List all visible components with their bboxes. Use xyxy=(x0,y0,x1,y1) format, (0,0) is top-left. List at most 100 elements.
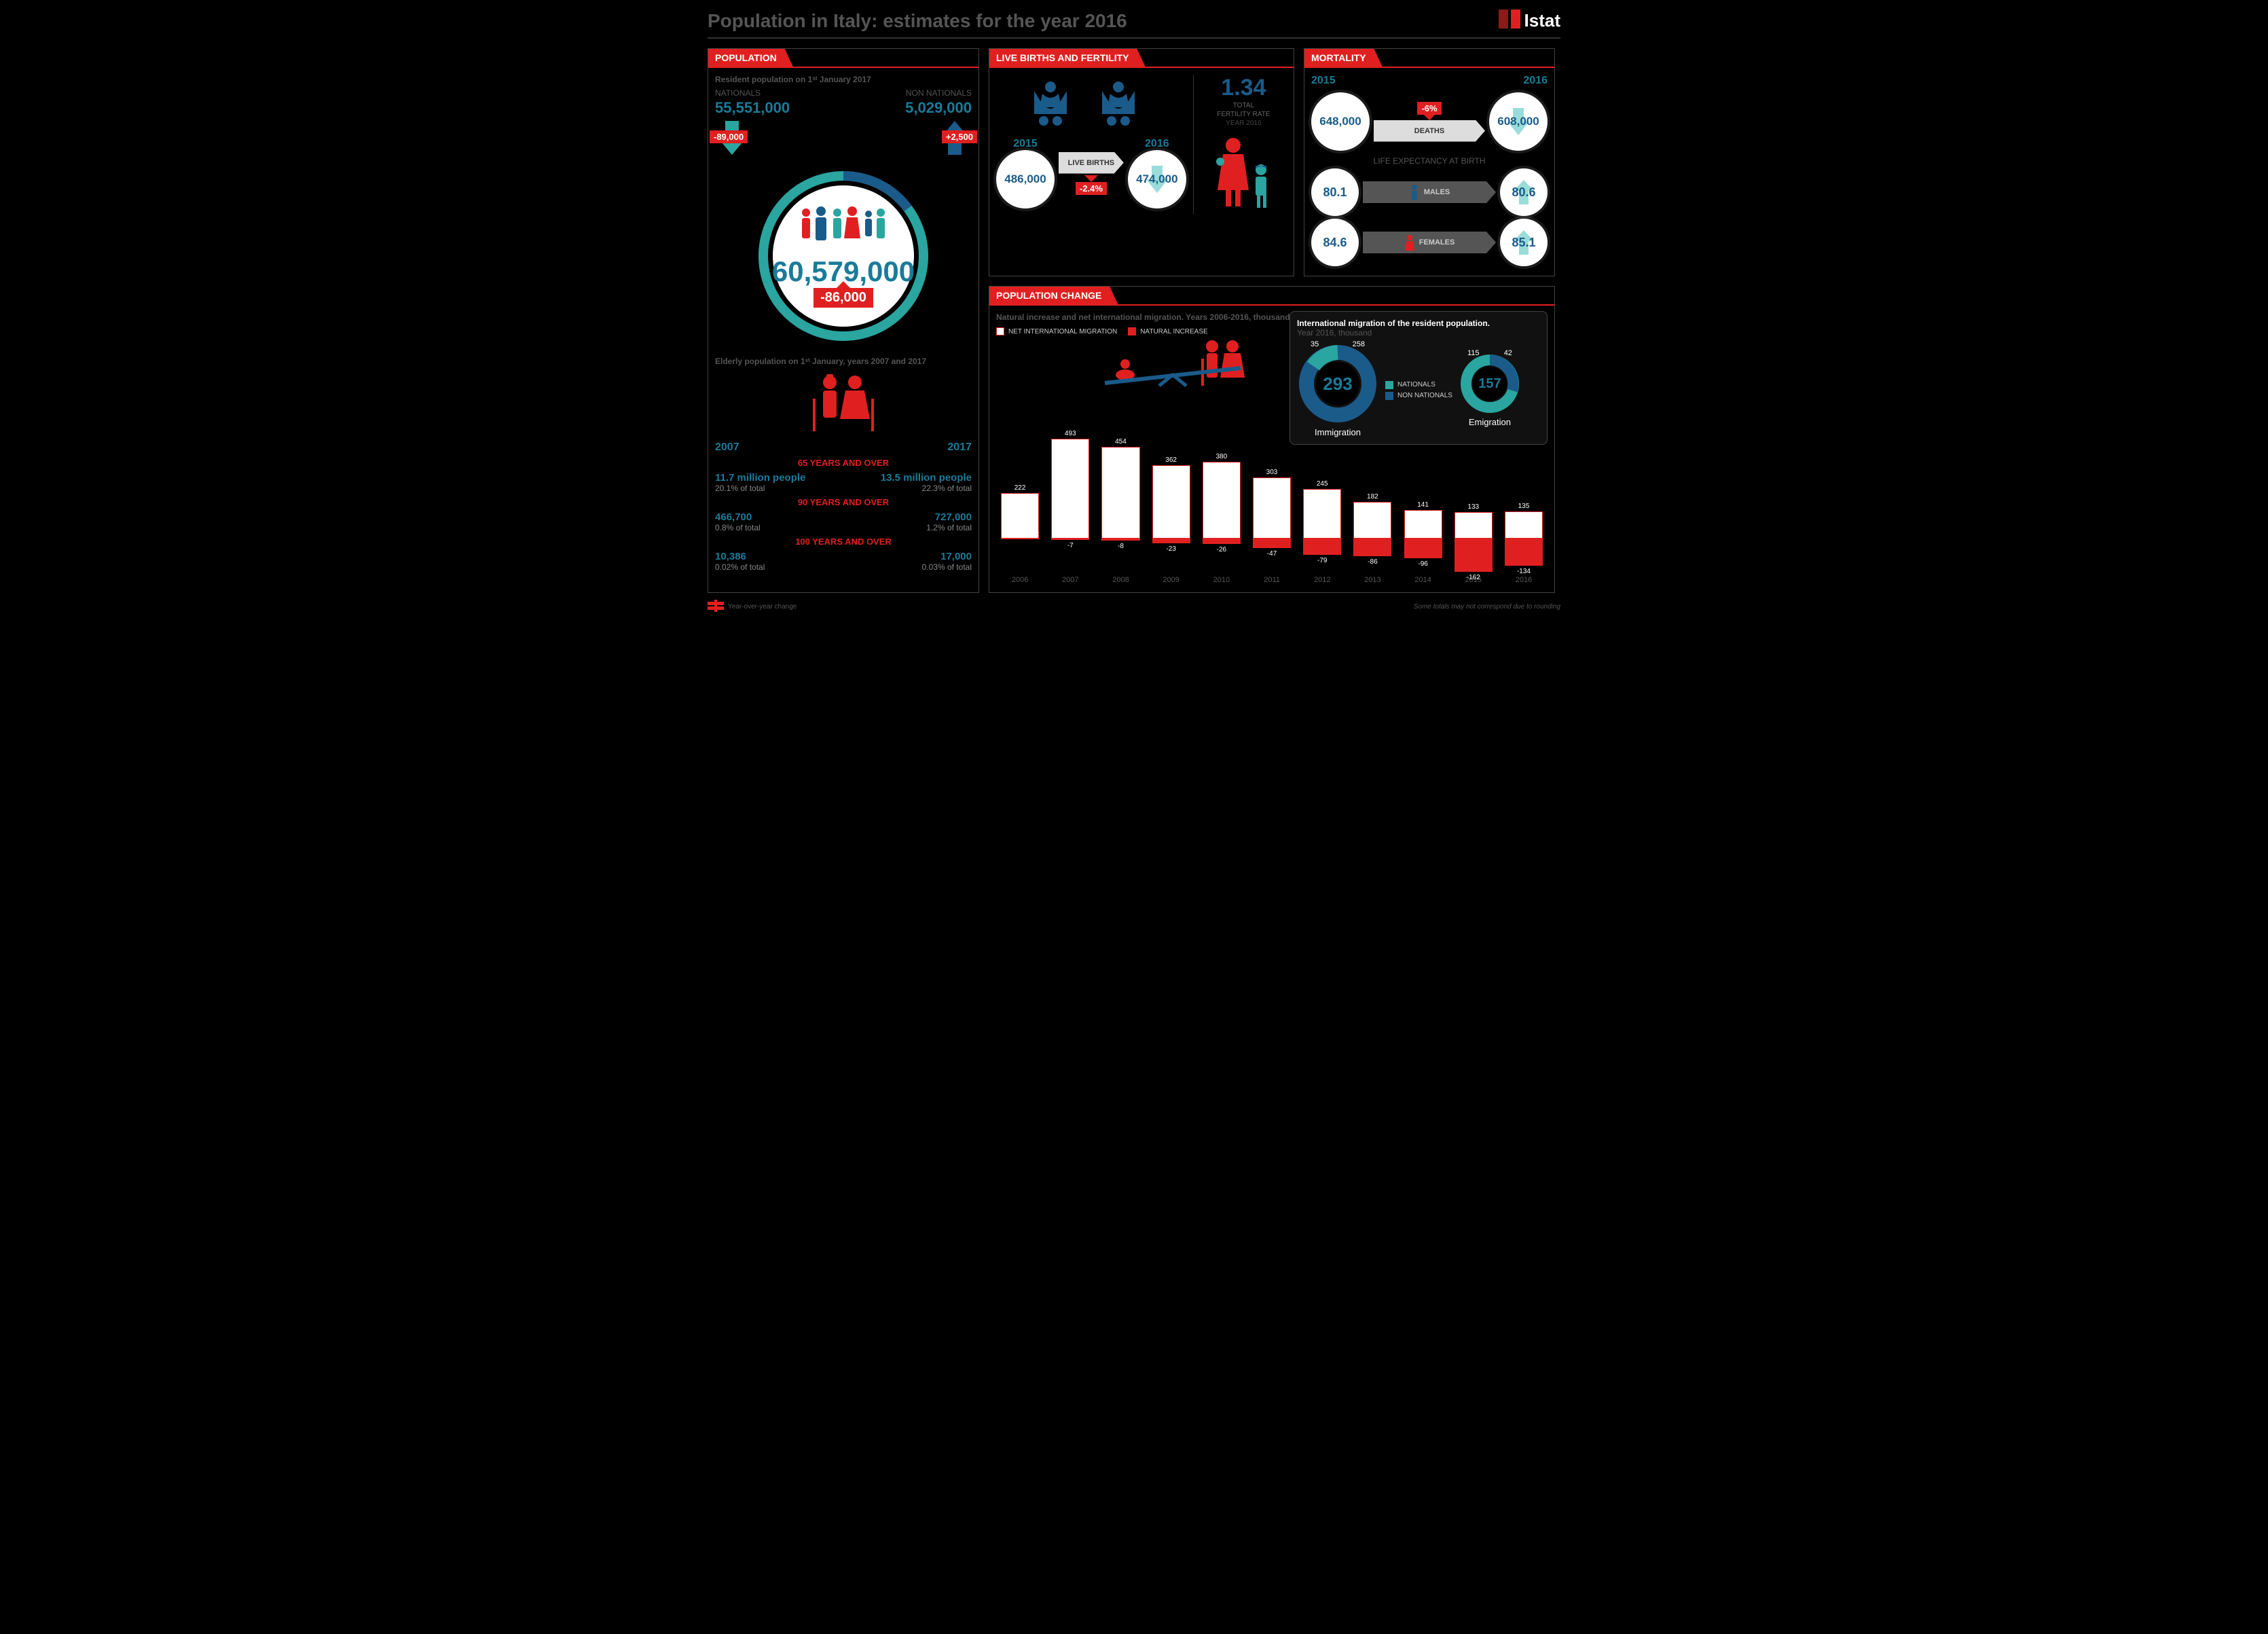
bar-column: 454 -8 xyxy=(1097,437,1144,573)
female-2015: 84.6 xyxy=(1311,219,1359,266)
bar-column: 182 -86 xyxy=(1349,437,1396,573)
elderly-subtitle: Elderly population on 1ˢᵗ January, years… xyxy=(715,357,972,366)
imm-non-label: 258 xyxy=(1353,340,1365,348)
deaths-label: DEATHS xyxy=(1414,127,1444,135)
immigration-total: 293 xyxy=(1316,362,1359,405)
female-2016: 85.1 xyxy=(1500,219,1548,266)
legend-nationals: NATIONALS xyxy=(1385,381,1452,389)
population-panel: POPULATION Resident population on 1ˢᵗ Ja… xyxy=(708,48,979,593)
female-icon xyxy=(1404,234,1415,251)
births-2016-label: 2016 xyxy=(1128,138,1186,150)
seesaw-icon xyxy=(1091,338,1254,416)
male-icon xyxy=(1409,184,1420,200)
bar-column: 135 -134 xyxy=(1500,437,1548,573)
bar-column: 245 -79 xyxy=(1298,437,1346,573)
bar-column: 493 -7 xyxy=(1046,437,1094,573)
bar-year-label: 2008 xyxy=(1112,576,1129,584)
yoy-icon xyxy=(708,600,724,614)
istat-logo: Istat xyxy=(1497,8,1560,33)
population-header: POPULATION xyxy=(708,49,793,67)
elderly-band-label: 90 YEARS AND OVER xyxy=(715,497,972,507)
deaths-arrow: DEATHS xyxy=(1374,120,1485,142)
bar-year-label: 2014 xyxy=(1414,576,1431,584)
births-2015-value: 486,000 xyxy=(996,150,1055,208)
elderly-left-value: 466,700 xyxy=(715,511,761,523)
footer: Year-over-year change Some totals may no… xyxy=(708,600,1560,614)
bar-chart: 222 2 493 -7 454 -8 362 -23 380 xyxy=(996,424,1548,573)
births-label: LIVE BIRTHS xyxy=(1068,159,1114,167)
bar-column: 362 -23 xyxy=(1148,437,1195,573)
births-2015-label: 2015 xyxy=(996,138,1055,150)
elderly-couple-icon xyxy=(715,371,972,436)
bar-year-label: 2013 xyxy=(1364,576,1380,584)
elderly-band-label: 65 YEARS AND OVER xyxy=(715,458,972,468)
total-change: -86,000 xyxy=(813,288,873,308)
imm-nat-label: 35 xyxy=(1311,340,1319,348)
elderly-right-value: 17,000 xyxy=(922,551,972,562)
immigration-donut: 293 35 258 xyxy=(1297,343,1378,424)
emi-non-label: 42 xyxy=(1504,349,1512,357)
elderly-left-pct: 0.02% of total xyxy=(715,562,765,572)
bar-year-label: 2012 xyxy=(1314,576,1330,584)
male-2016: 80.6 xyxy=(1500,168,1548,216)
mort-2015-label: 2015 xyxy=(1311,75,1336,87)
elderly-left-value: 11.7 million people xyxy=(715,472,805,484)
nonnationals-change: +2,500 xyxy=(942,130,977,143)
females-label: FEMALES xyxy=(1419,238,1455,247)
elderly-left-pct: 20.1% of total xyxy=(715,484,805,493)
births-header: LIVE BIRTHS AND FERTILITY xyxy=(989,49,1145,67)
disclaimer: Some totals may not correspond due to ro… xyxy=(1414,603,1560,611)
bar-year-label: 2010 xyxy=(1213,576,1230,584)
mortality-header: MORTALITY xyxy=(1304,49,1383,67)
year-2007: 2007 xyxy=(715,441,739,454)
males-label: MALES xyxy=(1424,188,1450,196)
change-header: POPULATION CHANGE xyxy=(989,287,1118,304)
bar-year-label: 2011 xyxy=(1264,576,1280,584)
elderly-left-value: 10,386 xyxy=(715,551,765,562)
nationals-block: NATIONALS 55,551,000 -89,000 xyxy=(715,88,790,161)
bar-column: 303 -47 xyxy=(1248,437,1296,573)
strollers-icon xyxy=(996,75,1186,132)
page-title: Population in Italy: estimates for the y… xyxy=(708,10,1127,32)
nonnationals-up-arrow-icon: +2,500 xyxy=(938,118,972,161)
life-expectancy-label: LIFE EXPECTANCY AT BIRTH xyxy=(1311,156,1548,166)
population-donut: 60,579,000 -86,000 xyxy=(755,168,932,344)
deaths-2015: 648,000 xyxy=(1311,92,1370,151)
legend-nonnationals: NON NATIONALS xyxy=(1385,392,1452,400)
births-arrow: LIVE BIRTHS xyxy=(1059,152,1124,174)
nonnationals-value: 5,029,000 xyxy=(905,99,972,117)
bar-year-label: 2009 xyxy=(1163,576,1179,584)
legend-natural: NATURAL INCREASE xyxy=(1128,327,1207,335)
people-icon xyxy=(792,204,894,255)
bar-year-label: 2007 xyxy=(1062,576,1078,584)
bar-year-label: 2006 xyxy=(1012,576,1028,584)
nonnationals-label: NON NATIONALS xyxy=(906,88,972,98)
elderly-right-pct: 22.3% of total xyxy=(881,484,972,493)
emigration-total: 157 xyxy=(1473,367,1507,401)
year-2017: 2017 xyxy=(947,441,972,454)
bar-column: 380 -26 xyxy=(1198,437,1245,573)
elderly-right-value: 13.5 million people xyxy=(881,472,972,484)
bar-column: 141 -96 xyxy=(1400,437,1447,573)
births-change: -2.4% xyxy=(1076,182,1107,195)
deaths-change: -6% xyxy=(1417,102,1441,115)
logo-icon xyxy=(1497,8,1522,33)
mother-child-icon xyxy=(1209,136,1277,214)
pop-subtitle: Resident population on 1ˢᵗ January 2017 xyxy=(715,75,972,84)
bar-column: 222 2 xyxy=(996,437,1044,573)
males-arrow: MALES xyxy=(1363,181,1496,203)
emi-nat-label: 115 xyxy=(1467,349,1480,357)
change-panel: POPULATION CHANGE Natural increase and n… xyxy=(989,286,1555,593)
mort-2016-label: 2016 xyxy=(1523,75,1548,87)
male-2015: 80.1 xyxy=(1311,168,1359,216)
fertility-value: 1.34 xyxy=(1217,75,1270,101)
bar-column: 133 -162 xyxy=(1450,437,1497,573)
bar-year-label: 2016 xyxy=(1516,576,1532,584)
elderly-left-pct: 0.8% of total xyxy=(715,523,761,532)
nationals-value: 55,551,000 xyxy=(715,99,790,117)
migration-title: International migration of the resident … xyxy=(1297,319,1540,328)
page-header: Population in Italy: estimates for the y… xyxy=(708,8,1560,39)
emigration-donut: 157 115 42 xyxy=(1459,353,1520,414)
births-2016-value: 474,000 xyxy=(1128,150,1186,208)
nonnationals-block: NON NATIONALS 5,029,000 +2,500 xyxy=(905,88,972,161)
